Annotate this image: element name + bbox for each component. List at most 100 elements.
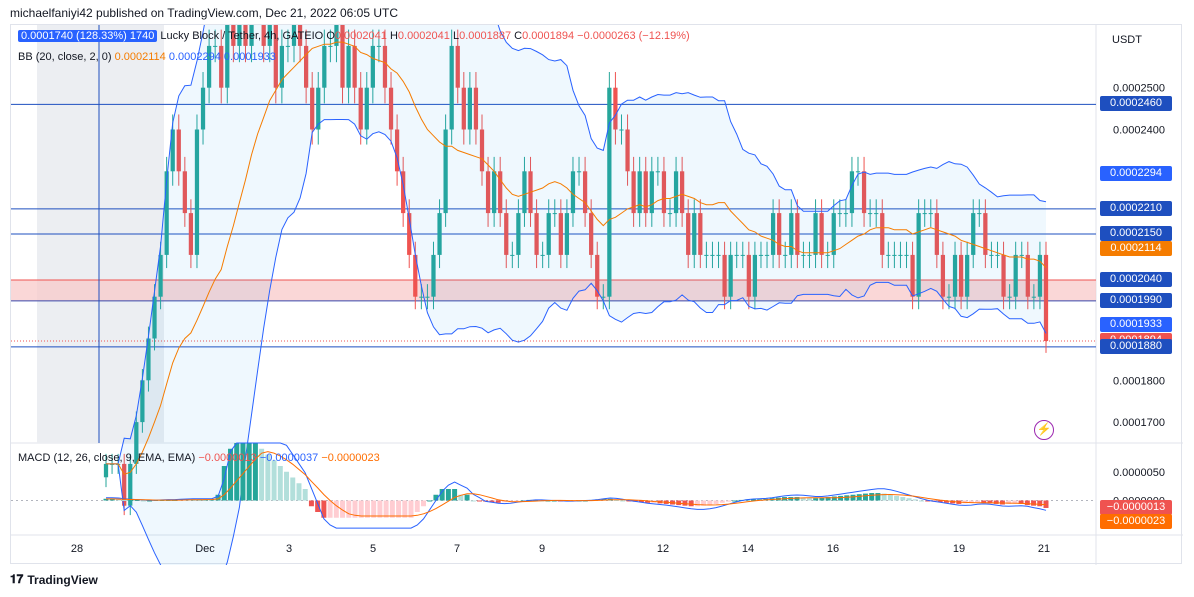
macd-histogram-bar <box>252 443 258 501</box>
macd-histogram-bar <box>806 498 812 501</box>
candle-body <box>613 87 618 130</box>
symbol-name: Lucky Block / Tether, 4h, GATEIO <box>160 30 324 42</box>
candle-body <box>413 254 418 297</box>
candle-body <box>164 171 169 255</box>
macd-histogram-bar <box>501 500 507 503</box>
candle-body <box>764 254 770 256</box>
macd-histogram-bar <box>943 500 949 503</box>
candle-body <box>564 213 570 255</box>
lightning-icon[interactable]: ⚡ <box>1034 420 1054 440</box>
candle-body <box>673 171 679 214</box>
candle-body <box>837 213 842 215</box>
macd-histogram-bar <box>240 443 246 501</box>
candle-body <box>225 4 230 88</box>
candlestick-chart[interactable]: 0.0002500 0.0002400 0.0001800 0.0001700 0.00… <box>11 0 1183 597</box>
candle-body <box>752 254 758 297</box>
macd-histogram-bar <box>906 498 912 501</box>
candle-body <box>777 213 782 255</box>
candle-body <box>200 87 206 130</box>
candle-body <box>1031 296 1036 298</box>
macd-histogram-bar <box>477 500 482 502</box>
macd-histogram-bar <box>856 494 862 501</box>
candle-body <box>122 463 127 506</box>
candle-body <box>231 4 236 46</box>
macd-histogram-bar <box>1024 500 1030 506</box>
macd-histogram-bar <box>109 498 115 501</box>
candle-body <box>595 254 600 297</box>
candle-body <box>661 171 667 214</box>
candle-body <box>443 129 448 214</box>
candle-body <box>328 45 333 47</box>
candle-body <box>534 213 539 255</box>
chart-panel[interactable]: 0.0002500 0.0002400 0.0001800 0.0001700 0.00… <box>10 0 1183 597</box>
candle-body <box>473 87 479 130</box>
macd-signal-line <box>106 451 1047 517</box>
macd-histogram-bar <box>937 500 943 503</box>
candle-body <box>886 254 891 256</box>
macd-histogram-bar <box>296 483 302 501</box>
candle-body <box>576 171 582 173</box>
macd-histogram-bar <box>750 499 756 501</box>
macd-histogram-bar <box>265 454 271 501</box>
y-tick-label: 0.0001800 <box>1113 375 1165 387</box>
macd-histogram-bar <box>869 493 875 501</box>
candle-body <box>285 45 291 47</box>
candle-body <box>898 254 903 256</box>
candle-body <box>965 254 970 297</box>
macd-histogram-bar <box>408 500 414 518</box>
candle-body <box>219 45 224 88</box>
macd-histogram-bar <box>327 500 333 518</box>
price-tag: 0.0002114 <box>1100 241 1172 257</box>
candle-body <box>983 213 988 255</box>
candle-body <box>170 129 175 172</box>
low-label: L <box>452 30 460 42</box>
candle-body <box>655 171 660 173</box>
candle-body <box>461 87 466 130</box>
candle-body <box>237 4 242 46</box>
candle-body <box>1043 254 1049 342</box>
x-tick-label: Dec <box>195 543 215 555</box>
macd-histogram-bar <box>402 500 408 518</box>
macd-histogram-bar <box>925 500 931 502</box>
candle-body <box>589 213 594 255</box>
candle-body <box>740 254 745 256</box>
candle-body <box>188 213 194 255</box>
candle-body <box>455 45 460 88</box>
x-tick-label: 5 <box>370 543 376 555</box>
macd-histogram-bar <box>638 500 644 503</box>
candle-body <box>485 171 491 214</box>
macd-histogram-bar <box>713 500 719 504</box>
macd-histogram-bar <box>881 493 887 501</box>
macd-histogram-bar <box>862 493 868 501</box>
macd-histogram-bar <box>732 500 738 502</box>
macd-histogram-bar <box>1037 500 1043 507</box>
x-tick-label: 19 <box>953 543 965 555</box>
macd-histogram-bar <box>912 499 918 501</box>
candle-body <box>989 254 994 256</box>
macd-histogram-bar <box>221 466 227 501</box>
bb-lower-value: 0.0001933 <box>223 51 276 63</box>
macd-histogram-bar <box>396 500 402 518</box>
change-value: −0.0000263 (−12.19%) <box>577 30 690 42</box>
macd-histogram-bar <box>887 494 893 501</box>
candle-body <box>861 171 867 214</box>
macd-histogram-bar <box>346 500 352 518</box>
macd-histogram-bar <box>271 460 277 501</box>
macd-histogram-bar <box>371 500 377 518</box>
published-by-text: michaelfaniyi42 published on TradingView… <box>10 6 399 20</box>
macd-histogram-bar <box>439 489 445 501</box>
macd-histogram-bar <box>383 500 389 518</box>
candle-body <box>619 129 624 131</box>
macd-histogram-bar <box>464 494 470 501</box>
x-tick-label: 9 <box>539 543 545 555</box>
candle-body <box>813 213 818 255</box>
candle-body <box>388 87 394 130</box>
macd-histogram-bar <box>919 500 924 502</box>
macd-histogram-bar <box>115 499 121 501</box>
macd-histogram-bar <box>1012 500 1018 504</box>
candle-body <box>1007 296 1012 298</box>
tv-logo-text: TradingView <box>27 572 98 587</box>
candle-body <box>206 45 212 88</box>
macd-histogram-bar <box>134 499 140 501</box>
macd-histogram-bar <box>308 500 314 507</box>
